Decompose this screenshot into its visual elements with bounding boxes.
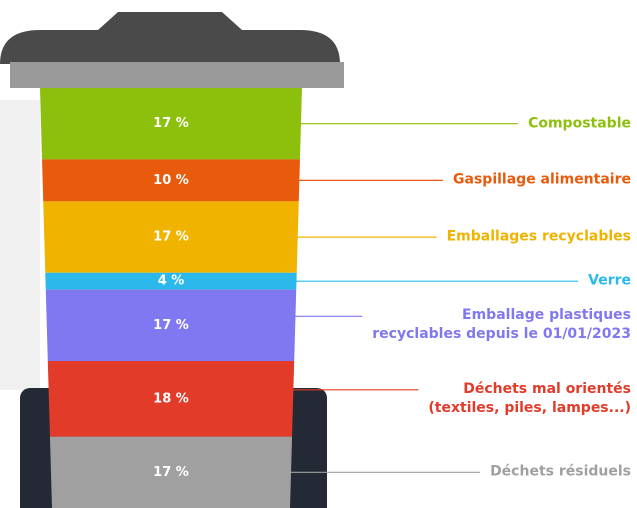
category-label: Gaspillage alimentaire [453, 171, 631, 188]
segment [49, 436, 293, 508]
value-label: 17 % [153, 230, 189, 245]
category-label: Emballage plastiques recyclables depuis … [372, 307, 631, 343]
segment [43, 201, 299, 273]
lid [0, 30, 340, 64]
value-label: 10 % [153, 173, 189, 188]
category-label: Emballages recyclables [446, 228, 631, 245]
lid-handle [98, 12, 242, 30]
value-label: 17 % [153, 465, 189, 480]
backdrop [0, 100, 40, 390]
value-label: 4 % [158, 274, 185, 289]
category-label: Compostable [528, 115, 631, 132]
segment [45, 289, 297, 361]
lid-rim [10, 62, 344, 88]
segment [47, 361, 295, 437]
value-label: 17 % [153, 116, 189, 131]
category-label: Verre [588, 272, 631, 289]
segment [42, 159, 300, 202]
category-label: Déchets mal orientés (textiles, piles, l… [428, 380, 631, 416]
value-label: 17 % [153, 318, 189, 333]
value-label: 18 % [153, 391, 189, 406]
segment [45, 272, 297, 290]
segment [40, 88, 302, 160]
category-label: Déchets résiduels [490, 463, 631, 480]
